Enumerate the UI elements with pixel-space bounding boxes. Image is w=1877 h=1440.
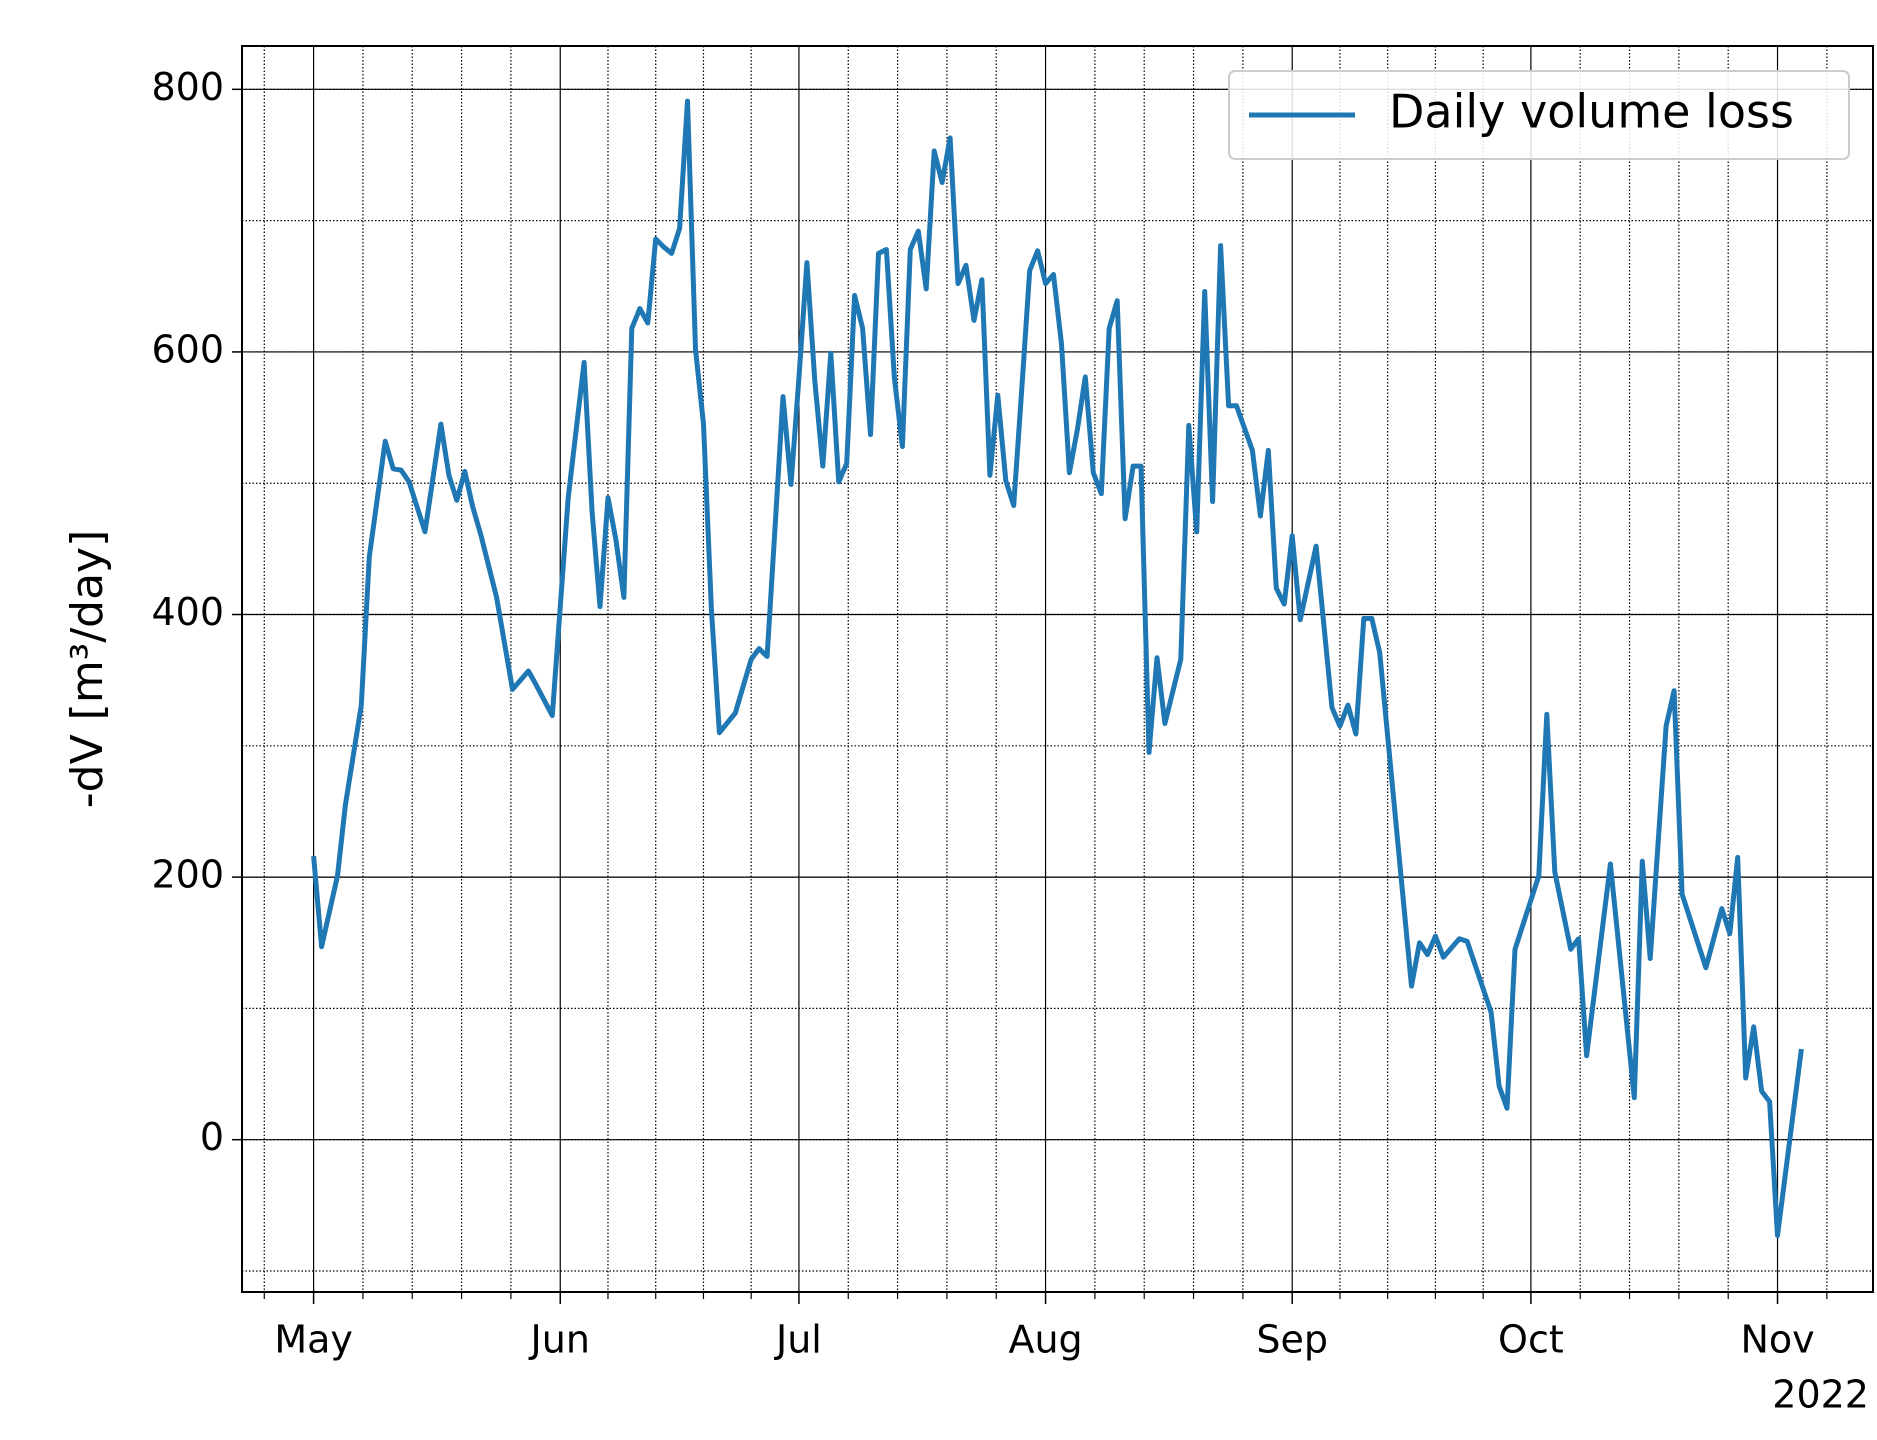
y-tick-label: 400 [151,590,224,634]
y-tick-label: 0 [200,1115,224,1159]
grid [242,46,1873,1292]
x-offset-label: 2022 [1772,1373,1869,1417]
legend-label: Daily volume loss [1389,85,1794,139]
legend: Daily volume loss [1228,70,1850,160]
data-line [311,98,1804,1238]
x-tick-label: Aug [1008,1318,1082,1362]
x-tick-label: Nov [1740,1318,1814,1362]
plot-frame [241,45,1874,1293]
x-tick-label: May [274,1318,353,1362]
x-tick-label: Oct [1498,1318,1564,1362]
y-axis-label: -dV [m³/day] [62,530,113,808]
legend-box [1228,70,1850,160]
y-tick-label: 800 [151,65,224,109]
x-tick-label: Jun [529,1318,590,1362]
y-tick-label: 600 [151,327,224,371]
y-tick-label: 200 [151,853,224,897]
x-tick-label: Jul [774,1318,822,1362]
x-tick-label: Sep [1256,1318,1328,1362]
